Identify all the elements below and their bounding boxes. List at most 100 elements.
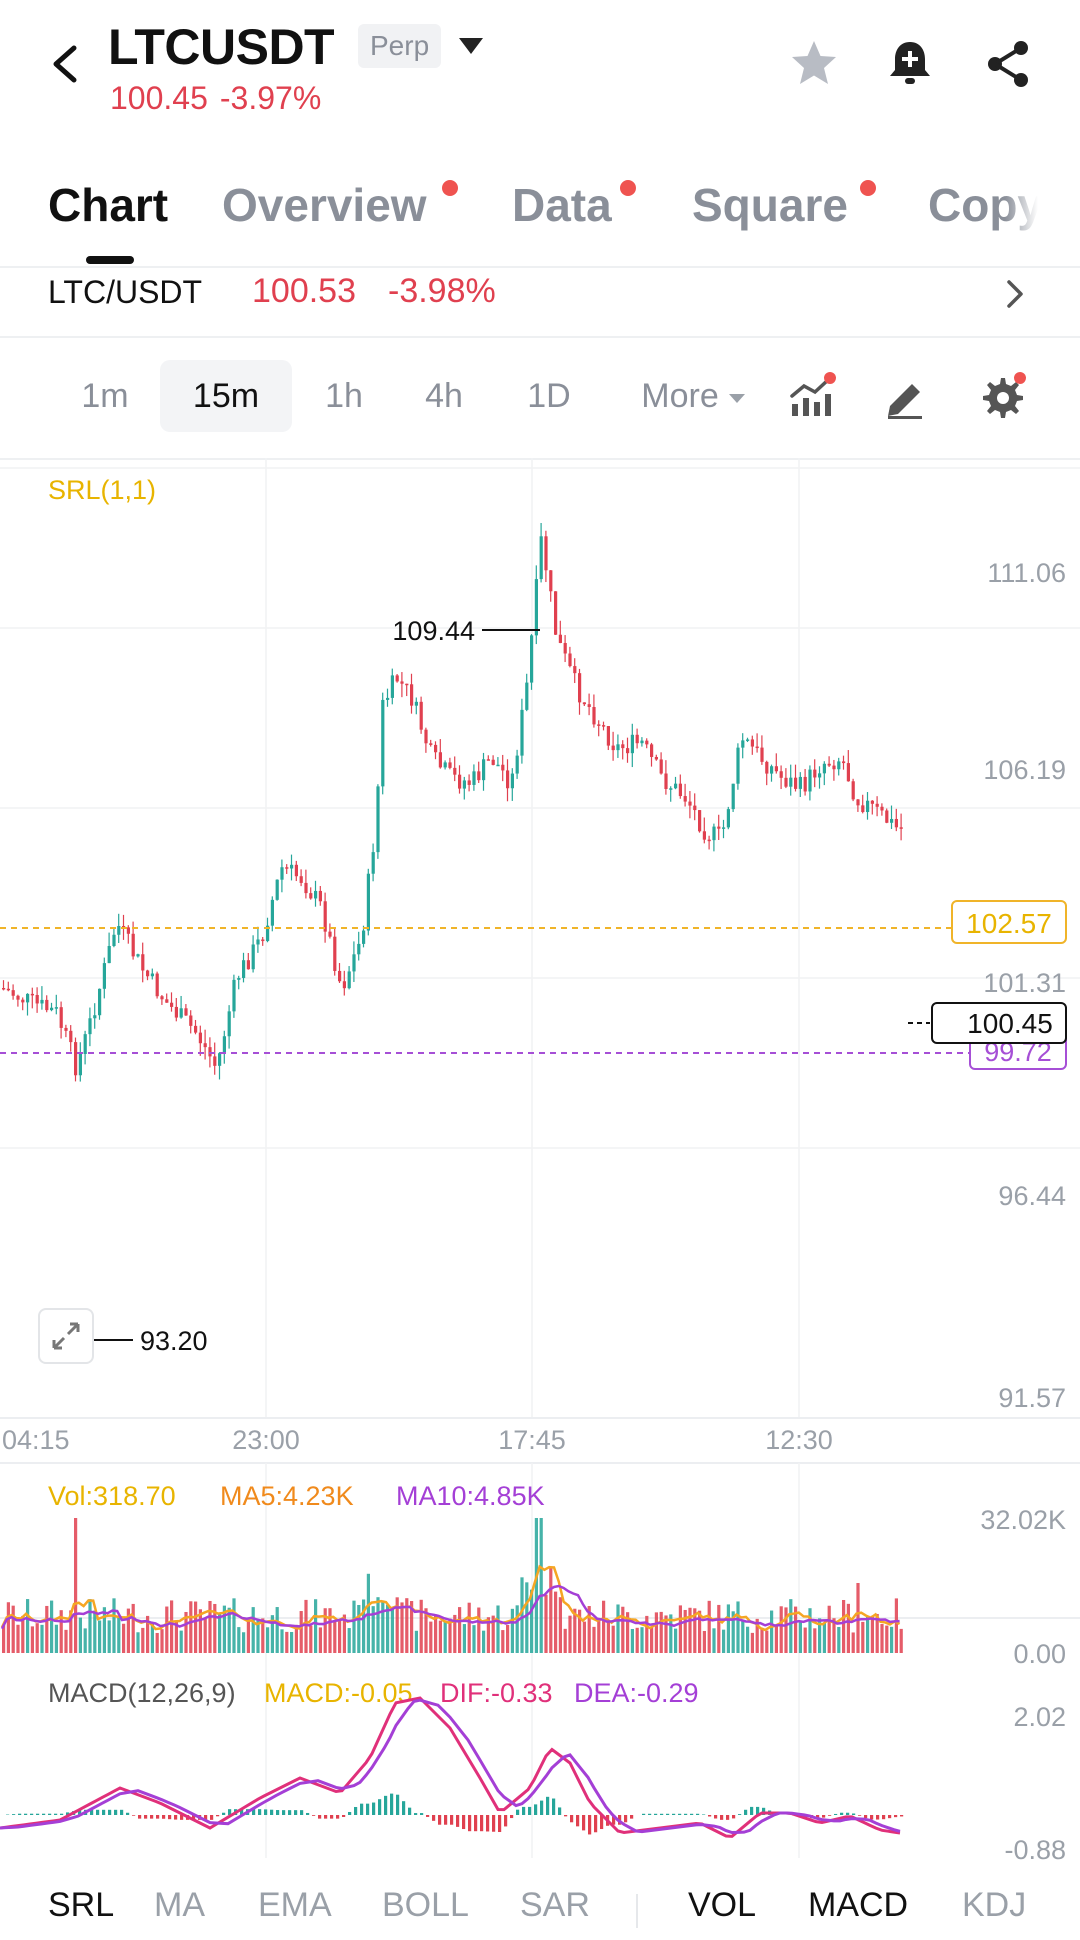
macd-bar [102,1809,106,1815]
candle-body [539,536,543,580]
chart-area[interactable]: SRL(1,1) 111.06 106.19 101.31 96.44 91.5… [0,458,1080,1888]
volume-bar [861,1621,865,1653]
volume-bar [818,1618,822,1653]
macd-bar [432,1815,436,1821]
candle-body [472,771,476,785]
candle-body [227,1011,231,1037]
timeframe-1h[interactable]: 1h [325,377,363,415]
drawing-pencil-icon[interactable] [880,372,930,422]
candles [2,523,903,1082]
volume-bar [803,1627,807,1653]
volume-bar [462,1624,466,1653]
macd-bar [258,1809,262,1815]
timeframe-more[interactable]: More [628,360,758,432]
indicator-vol[interactable]: VOL [688,1886,757,1924]
candle-body [765,761,769,774]
timeframe-4h[interactable]: 4h [425,377,463,415]
candle-body [429,743,433,745]
macd-bar [726,1815,730,1820]
tab-overview[interactable]: Overview [222,179,427,231]
macd-bar [120,1809,124,1815]
macd-bar [336,1815,340,1819]
macd-bar [558,1807,562,1815]
candle-body [246,960,250,970]
macd-bar [642,1813,646,1815]
candle-body [784,777,788,787]
candle-body [803,776,807,792]
candle-body [366,873,370,931]
macd-bar [192,1815,196,1820]
candle-body [746,739,750,741]
candle-body [789,777,793,787]
tab-chart[interactable]: Chart [48,179,169,231]
tab-data[interactable]: Data [512,179,612,231]
candle-body [448,762,452,768]
chevron-right-icon[interactable] [1000,274,1030,314]
candle-body [309,893,313,899]
candle-body [506,770,510,789]
indicator-srl[interactable]: SRL [48,1886,115,1924]
candle-body [717,826,721,829]
settings-gear-icon[interactable] [976,372,1026,422]
macd-bar [264,1809,268,1815]
volume-bar [395,1597,399,1653]
macd-dea-label: DEA:-0.29 [574,1678,699,1708]
bell-add-icon[interactable] [882,36,938,92]
macd-bar [600,1815,604,1830]
candle-body [453,767,457,775]
volume-bar [515,1605,519,1653]
macd-bar [576,1815,580,1827]
volume-bar [438,1620,442,1653]
spot-pair-row[interactable]: LTC/USDT 100.53 -3.98% [0,268,1080,338]
candle-body [69,1030,73,1043]
candle-body [174,1006,178,1018]
timeframe-1m[interactable]: 1m [81,377,129,415]
volume-bar [170,1600,174,1653]
tab-copy[interactable]: Copy [928,179,1038,231]
timeframe-15m[interactable]: 15m [160,360,292,432]
candle-body [674,783,678,789]
indicator-macd[interactable]: MACD [808,1886,909,1924]
candle-body [285,867,289,869]
volume-bar [880,1624,884,1653]
candle-body [496,764,500,767]
indicator-chart-icon[interactable] [786,372,836,422]
volume-bar [309,1625,313,1653]
macd-bar [564,1815,568,1817]
volume-bar [563,1628,567,1653]
indicator-boll[interactable]: BOLL [382,1886,469,1924]
macd-bar [654,1813,658,1815]
volume-bar [237,1627,241,1653]
tab-overview-dot [442,180,458,196]
indicator-kdj[interactable]: KDJ [962,1886,1027,1924]
macd-bar [648,1813,652,1815]
indicator-ema[interactable]: EMA [258,1886,332,1924]
volume-bar [419,1599,423,1653]
volume-bar [789,1599,793,1653]
back-arrow-icon[interactable] [44,42,88,86]
price-change-line: 100.45 -3.97% [110,80,333,117]
volume-bar [717,1604,721,1653]
candle-body [414,701,418,706]
volume-bar [246,1619,250,1653]
candle-body [16,995,20,1000]
symbol-title[interactable]: LTCUSDT [108,19,335,75]
volume-bar [270,1615,274,1653]
timeframe-1d[interactable]: 1D [527,377,571,415]
candle-body [419,701,423,730]
macd-bar [114,1809,118,1815]
indicator-ma[interactable]: MA [154,1886,205,1924]
candle-body [659,759,663,774]
kline-chart[interactable]: SRL(1,1) 111.06 106.19 101.31 96.44 91.5… [0,458,1080,1888]
indicator-sar[interactable]: SAR [520,1886,590,1924]
caret-down-icon[interactable] [456,34,486,58]
volume-bar [390,1607,394,1653]
star-icon[interactable] [786,36,842,92]
share-icon[interactable] [980,36,1036,92]
tab-square[interactable]: Square [692,179,848,231]
y-tick: 96.44 [998,1181,1066,1211]
candle-body [582,702,586,705]
candle-body [894,818,898,828]
expand-chart-button[interactable] [38,1308,94,1364]
volume-bar [232,1598,236,1653]
